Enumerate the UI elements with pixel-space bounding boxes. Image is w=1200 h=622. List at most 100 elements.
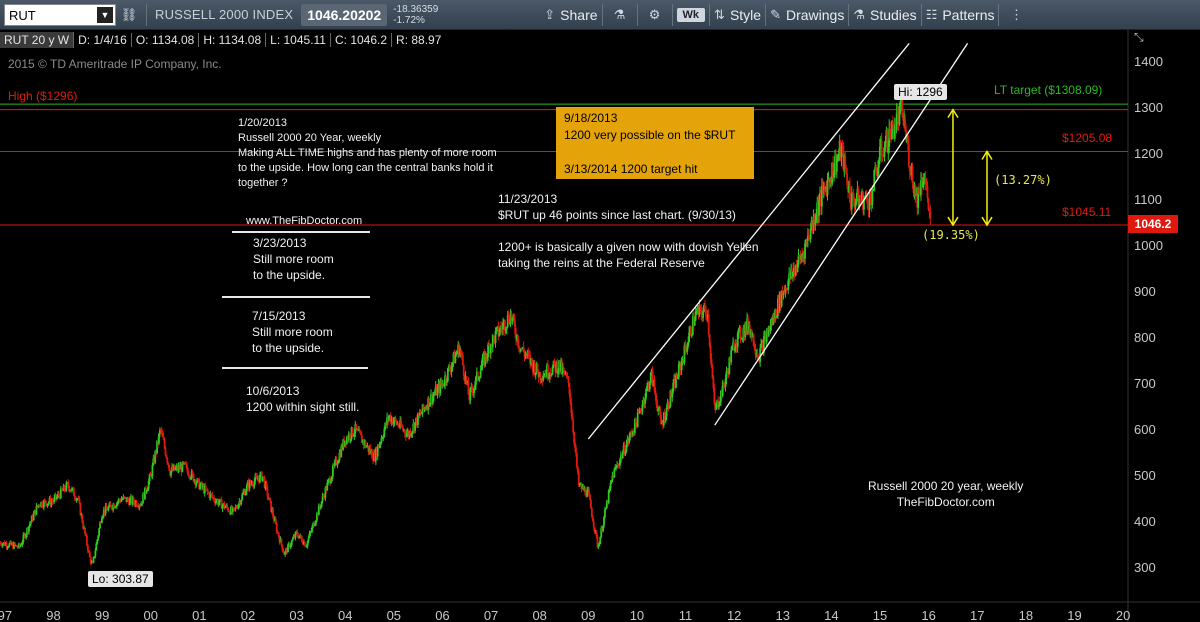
candle-body: [432, 394, 435, 397]
candle-body: [109, 503, 112, 506]
candle-body: [463, 375, 466, 382]
candle-body: [734, 344, 737, 349]
price-chart[interactable]: 3004005006007008009001000110012001300140…: [0, 30, 1200, 622]
y-tick-label: 800: [1134, 330, 1156, 345]
candle-body: [751, 334, 754, 338]
candle-body: [852, 193, 855, 202]
candle-body: [282, 550, 285, 553]
candle-body: [549, 373, 552, 375]
candle-body: [799, 256, 802, 260]
candle-body: [804, 243, 806, 259]
candle-body: [55, 494, 58, 499]
link-icon[interactable]: ⛓: [120, 6, 138, 22]
share-button[interactable]: ⇪ Share: [544, 7, 597, 23]
candle-body: [255, 476, 258, 478]
candle-body: [680, 360, 683, 371]
flask-icon[interactable]: ⚗: [613, 6, 626, 22]
candle-body: [216, 499, 218, 502]
candle-body: [372, 458, 374, 461]
candle-body: [522, 347, 525, 352]
candle-body: [70, 490, 72, 492]
candle-body: [621, 452, 624, 459]
highlight-note: 9/18/2013 1200 very possible on the $RUT…: [556, 107, 754, 179]
candle-body: [521, 347, 524, 350]
candle-body: [630, 432, 633, 434]
candle-body: [144, 487, 147, 493]
candle-body: [306, 540, 309, 547]
candle-body: [106, 508, 109, 511]
candle-body: [160, 430, 163, 433]
candle-body: [433, 393, 436, 395]
candle-body: [570, 402, 573, 414]
style-button[interactable]: ⇅ Style: [714, 7, 761, 23]
chevron-down-icon[interactable]: ▼: [97, 6, 113, 23]
candle-body: [75, 498, 78, 501]
high-label: High ($1296): [8, 89, 78, 103]
candle-body: [505, 326, 508, 330]
candle-body: [93, 556, 96, 558]
candle-body: [257, 479, 259, 481]
arrow-head-up: [947, 108, 959, 119]
symbol-value: RUT: [9, 7, 36, 23]
y-tick-label: 300: [1134, 560, 1156, 575]
candle-body: [474, 384, 476, 389]
timeframe-button[interactable]: Wk: [676, 7, 706, 22]
candle-body: [504, 320, 506, 331]
candle-body: [518, 347, 521, 352]
gear-icon[interactable]: ⚙: [648, 6, 661, 22]
candle-body: [226, 505, 229, 508]
candle-body: [644, 397, 647, 404]
candle-body: [477, 378, 480, 380]
candle-body: [538, 372, 541, 378]
candle-body: [339, 452, 342, 458]
toolbar-divider: [636, 3, 638, 26]
candle-body: [333, 461, 336, 467]
candle-body: [704, 304, 706, 309]
candle-body: [374, 452, 376, 462]
candle-body: [330, 480, 332, 484]
candle-body: [910, 166, 913, 175]
candle-body: [191, 471, 194, 474]
candle-body: [91, 562, 94, 564]
candle-body: [35, 505, 38, 515]
candle-body: [325, 487, 328, 491]
candle-body: [139, 505, 142, 507]
symbol-input[interactable]: RUT ▼: [4, 3, 116, 26]
candle-body: [251, 483, 254, 486]
candle-body: [47, 502, 50, 504]
drawings-button[interactable]: ✎ Drawings: [770, 7, 844, 23]
candle-body: [786, 289, 789, 291]
candle-body: [485, 352, 488, 358]
candle-body: [190, 471, 193, 479]
candle-body: [168, 464, 171, 471]
candle-body: [830, 178, 833, 184]
candle-body: [767, 326, 770, 337]
candle-body: [0, 544, 3, 547]
candle-body: [5, 543, 8, 548]
candle-body: [821, 185, 824, 190]
candle-body: [561, 361, 563, 373]
candle-body: [424, 407, 427, 410]
candle-body: [707, 314, 710, 335]
candle-body: [451, 362, 454, 367]
candle-body: [574, 442, 576, 448]
candle-body: [691, 316, 694, 335]
menu-icon[interactable]: ⋮: [1009, 6, 1023, 22]
candle-body: [913, 184, 916, 193]
candle-body: [38, 504, 41, 506]
candle-body: [619, 459, 621, 466]
candle-body: [206, 489, 209, 493]
studies-button[interactable]: ⚗ Studies: [853, 7, 916, 23]
candle-body: [512, 315, 515, 319]
expand-icon[interactable]: ⤡: [1134, 30, 1144, 44]
candle-body: [693, 320, 696, 326]
candle-body: [588, 489, 590, 496]
candle-body: [866, 199, 869, 209]
patterns-button[interactable]: ☷ Patterns: [926, 7, 995, 23]
candle-body: [94, 550, 97, 557]
candle-body: [363, 441, 366, 445]
candle-body: [902, 116, 905, 121]
candle-body: [824, 187, 827, 189]
candle-body: [243, 491, 245, 493]
candle-body: [428, 397, 431, 407]
